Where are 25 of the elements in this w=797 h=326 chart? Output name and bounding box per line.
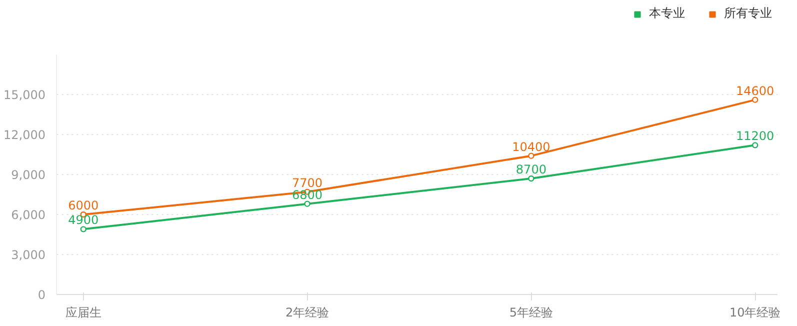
data-label: 7700 — [292, 176, 323, 190]
point — [304, 200, 310, 207]
data-label: 11200 — [736, 129, 774, 144]
legend-label: 所有专业 — [724, 5, 772, 22]
data-label: 6000 — [68, 198, 99, 212]
y-tick-label: 0 — [38, 288, 46, 302]
point — [528, 175, 534, 182]
point — [528, 152, 534, 159]
data-label: 4900 — [68, 213, 99, 228]
data-label: 14600 — [736, 84, 774, 98]
y-tick-label: 9,000 — [11, 168, 46, 182]
x-tick-label: 10年经验 — [729, 306, 781, 320]
y-tick-label: 3,000 — [11, 248, 46, 262]
data-label: 10400 — [512, 140, 550, 154]
y-tick-label: 6,000 — [11, 208, 46, 222]
x-tick-label: 2年经验 — [285, 306, 330, 320]
y-tick-label: 12,000 — [4, 128, 46, 142]
x-tick-label: 应届生 — [65, 306, 102, 320]
x-tick-label: 5年经验 — [509, 306, 554, 320]
point — [752, 96, 758, 103]
y-tick-label: 15,000 — [4, 88, 46, 102]
point — [752, 142, 758, 148]
point — [80, 226, 86, 232]
data-label: 8700 — [516, 162, 546, 176]
legend-label: 本专业 — [649, 5, 685, 22]
